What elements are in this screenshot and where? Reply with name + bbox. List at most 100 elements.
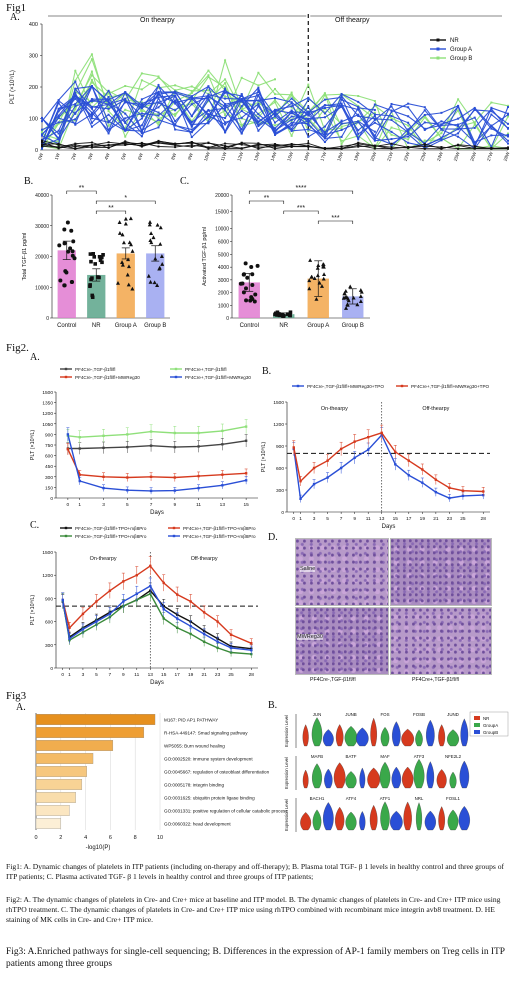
fig2C-point: [149, 564, 152, 568]
fig1a-point: [323, 141, 326, 144]
fig1B-point: [148, 220, 153, 224]
fig1a-point: [240, 93, 243, 96]
fig1a-point: [440, 124, 443, 127]
fig1-caption: Fig1: A. Dynamic changes of platelets in…: [6, 862, 505, 881]
he-image-cre-plus-mwreg30: [390, 607, 492, 675]
fig2C-y-tick-label: 1200: [42, 573, 53, 579]
fig1a-point: [207, 100, 210, 103]
fig1a-point: [224, 147, 227, 150]
fig1C-sig-bracket: [248, 190, 354, 194]
fig1a-point: [107, 103, 110, 106]
fig1a-point: [490, 101, 493, 104]
fig2A-point: [126, 476, 129, 479]
fig1a-point: [357, 142, 360, 145]
fig1a-y-axis-title: PLT (×10⁹/L): [9, 70, 16, 104]
fig2A-x-tick-label: 11: [196, 502, 201, 508]
fig2C-x-tick-label: 5: [95, 672, 98, 678]
fig1a-point: [390, 145, 393, 148]
fig3a-category-label: WP5055: Burn wound healing: [164, 744, 225, 749]
fig1a-point: [423, 145, 426, 148]
fig1a-point: [407, 141, 410, 144]
fig2C-x-tick-label: 15: [161, 672, 167, 678]
fig1B-point: [89, 259, 93, 264]
fig1a-point: [457, 98, 460, 101]
fig3-label: Fig3: [6, 690, 27, 702]
fig2B-y-tick-label: 1200: [273, 422, 284, 428]
fig3b-violin: [345, 811, 357, 831]
fig1a-point: [74, 142, 77, 145]
fig1a-point: [107, 107, 110, 110]
fig1a-point: [274, 108, 276, 111]
fig1a-point: [274, 143, 276, 146]
fig1C-y-axis-title: Activated TGF-β1 pg/ml: [202, 227, 208, 286]
fig1a-point: [290, 112, 293, 115]
fig2C-point: [108, 612, 112, 616]
fig2C-point: [135, 574, 138, 577]
fig1B-point: [120, 262, 125, 267]
fig1a-point: [490, 145, 493, 148]
fig1B-point: [146, 273, 151, 278]
fig2A-point: [244, 472, 248, 475]
fig3a-x-tick-label: 8: [134, 835, 137, 841]
fig1a-point: [74, 122, 77, 125]
fig2B-x-tick-label: 0: [292, 516, 295, 522]
fig1a-point: [240, 143, 243, 146]
fig2B-point: [461, 489, 465, 492]
fig2C-legend-marker: [64, 534, 68, 538]
fig2C-point: [61, 598, 64, 602]
fig1a-point: [57, 122, 60, 125]
fig1a-point: [373, 108, 376, 111]
fig1C-y-tick-label: 15000: [215, 210, 229, 216]
fig2B-point: [434, 491, 438, 494]
fig1C-point: [321, 276, 326, 281]
fig1a-point: [390, 130, 393, 133]
fig1a-point: [174, 90, 177, 93]
fig1a-point: [174, 114, 177, 117]
fig1a-x-tick-label: 27W: [486, 151, 494, 162]
fig1a-point: [373, 113, 376, 116]
fig1a-point: [90, 121, 93, 124]
fig1a-point: [423, 147, 426, 150]
fig2A-x-tick-label: 13: [220, 502, 226, 508]
fig3b-violin: [402, 766, 414, 789]
fig1a-point: [190, 92, 193, 95]
fig2C-point: [108, 589, 112, 592]
fig1a-point: [124, 143, 127, 146]
fig1B-point: [149, 240, 154, 245]
fig2A-point: [244, 439, 248, 442]
fig3b-violin: [401, 728, 414, 747]
fig1B-bar: [116, 253, 135, 318]
fig1C-point: [312, 276, 317, 281]
fig1a-point: [174, 109, 177, 112]
fig1a-point: [224, 130, 227, 133]
fig1C-y-tick-label: 5000: [218, 252, 229, 258]
fig2C-x-tick-label: 21: [201, 672, 207, 678]
fig2C-x-tick-label: 3: [82, 672, 85, 678]
fig1C-point: [250, 282, 255, 287]
fig1a-point: [90, 100, 93, 103]
fig2C-point: [250, 642, 253, 645]
fig1C-point: [250, 297, 255, 302]
fig3-panel-b-label: B.: [268, 700, 278, 711]
fig1a-point: [41, 147, 43, 150]
fig2A-y-axis-title: PLT (×10⁹/L): [30, 430, 36, 461]
fig2B-point: [326, 459, 329, 462]
fig1c-chart: 0 1000 2000 3000 4000 5000 6000 10000 15000 20000…: [202, 185, 370, 329]
fig2B-point: [380, 431, 383, 434]
fig1a-point: [257, 89, 260, 92]
fig3b-violin: [335, 724, 344, 747]
fig1a-point: [274, 113, 276, 116]
fig3a-chart: 0 2 4 6 8 10 -log10(P) M167: PID AP1 PATHWAY R-H…: [34, 713, 288, 851]
fig2B-x-axis-title: Days: [382, 524, 396, 530]
fig3a-category-label: GO:0002520: immune system development: [164, 757, 253, 762]
fig1a-point: [257, 105, 260, 108]
fig1a-point: [440, 139, 443, 142]
fig1C-point: [345, 303, 350, 307]
fig2A-y-tick-label: 150: [45, 485, 53, 491]
fig1a-point: [423, 143, 426, 146]
fig1a-point: [90, 114, 93, 117]
fig2A-point: [66, 433, 70, 436]
fig2C-x-tick-label: 13: [148, 672, 154, 678]
fig1a-point: [174, 89, 177, 92]
fig1a-point: [74, 69, 77, 72]
